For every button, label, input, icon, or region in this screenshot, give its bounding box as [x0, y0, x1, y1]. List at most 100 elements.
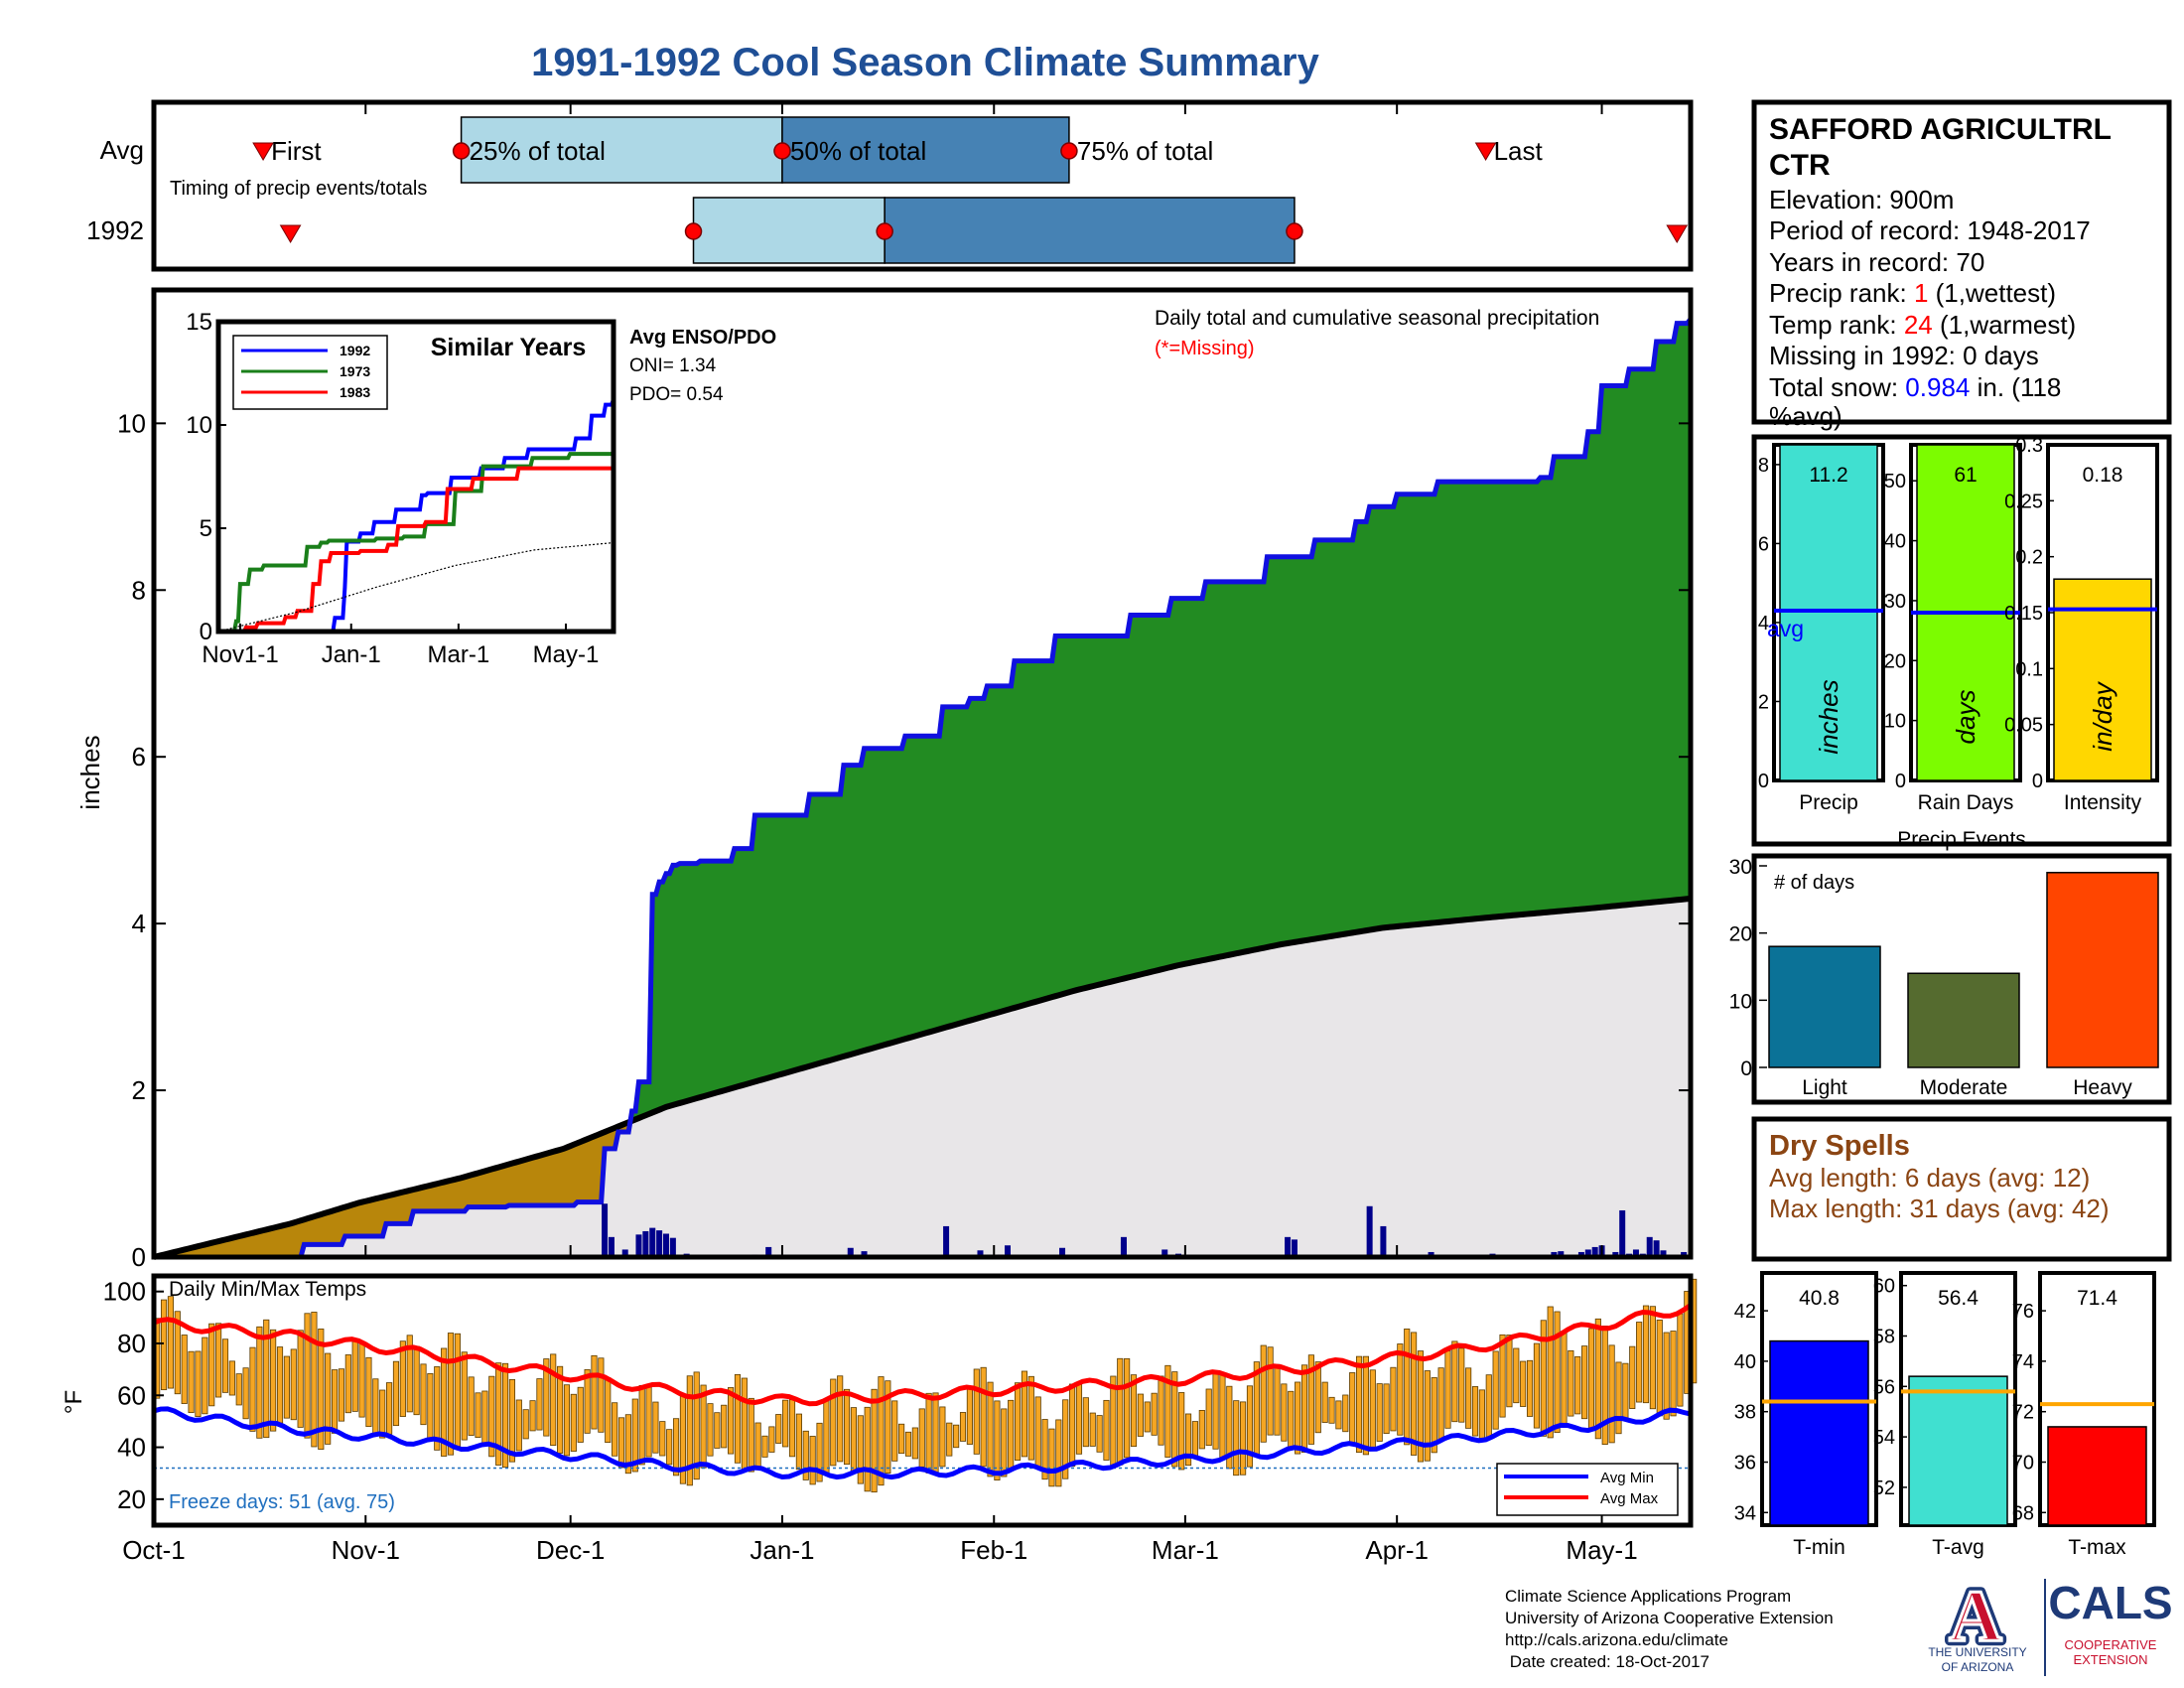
daily-temp-range-bar	[850, 1407, 858, 1474]
daily-precip-bar	[1380, 1225, 1387, 1257]
daily-temp-range-bar	[946, 1422, 953, 1457]
inset-legend-label: 1983	[340, 384, 370, 400]
daily-temp-range-bar	[1431, 1377, 1437, 1454]
daily-temp-range-bar	[830, 1378, 837, 1467]
inset-y-tick-label: 10	[186, 412, 212, 439]
daily-temp-range-bar	[235, 1373, 242, 1406]
daily-temp-range-bar	[1424, 1370, 1431, 1462]
avg-q50-label: 50% of total	[790, 136, 926, 166]
daily-temp-range-bar	[276, 1346, 284, 1424]
daily-temp-range-bar	[386, 1382, 393, 1435]
daily-temp-range-bar	[1069, 1383, 1076, 1468]
daily-precip-bar	[1619, 1209, 1626, 1257]
avg-last-label: Last	[1494, 136, 1544, 166]
daily-temp-range-bar	[1178, 1392, 1185, 1471]
similar-year-line-1973	[218, 450, 615, 633]
daily-precip-bar	[642, 1230, 649, 1257]
daily-temp-range-bar	[939, 1406, 946, 1468]
daily-temp-range-bar	[522, 1409, 529, 1440]
enso-pdo: PDO= 0.54	[629, 384, 724, 405]
daily-temp-range-bar	[475, 1392, 481, 1438]
timing-caption: Timing of precip events/totals	[170, 178, 427, 200]
daily-temp-range-bar	[754, 1422, 761, 1468]
daily-temp-range-bar	[598, 1357, 605, 1433]
daily-precip-bar	[656, 1230, 663, 1257]
season-totals-panels: 0 2 4 6 8 11.2 inches Precip avg 0 10 20 30 40 50 61 day…	[1751, 434, 2172, 847]
daily-temp-range-bar	[1649, 1306, 1656, 1410]
daily-temp-range-bar	[392, 1360, 400, 1427]
temp-panel-value-label: 56.4	[1938, 1287, 1979, 1310]
daily-temp-range-bar	[918, 1408, 925, 1468]
daily-temp-range-bar	[612, 1402, 618, 1457]
daily-temp-range-bar	[1369, 1369, 1376, 1451]
temp-panel-tick-label: 42	[1734, 1301, 1756, 1323]
daily-temp-range-bar	[1300, 1364, 1308, 1453]
season-panel-tick-label: 0.3	[2015, 435, 2043, 457]
precip-y-axis-label: inches	[75, 735, 105, 809]
daily-temp-range-bar	[372, 1378, 379, 1436]
precip-events-title: Precip Events	[1897, 828, 2026, 851]
season-panel-tick-label: 6	[1758, 533, 1769, 555]
precip-y-tick-label: 10	[117, 408, 146, 438]
avg-first-marker	[252, 142, 274, 161]
daily-temp-range-bar	[761, 1435, 768, 1458]
timing-panel: Avg 1992 Timing of precip events/totals …	[86, 99, 1694, 272]
daily-temp-range-bar	[1240, 1401, 1247, 1476]
daily-temp-range-bar	[591, 1354, 598, 1430]
station-elevation: Elevation: 900m	[1769, 185, 1954, 214]
daily-temp-range-bar	[1349, 1372, 1356, 1445]
daily-temp-range-bar	[1437, 1367, 1444, 1441]
daily-temp-range-bar	[1471, 1386, 1479, 1437]
events-bar-moderate	[1907, 972, 2020, 1068]
cals-logo: CALS COOPERATIVE EXTENSION	[2048, 1577, 2172, 1667]
yr-q75-marker	[1286, 222, 1303, 240]
precip-y-tick-label: 4	[132, 909, 146, 938]
daily-temp-range-bar	[1355, 1355, 1363, 1454]
temp-panel-tick-label: 38	[1734, 1402, 1756, 1424]
daily-temp-range-bar	[1335, 1400, 1342, 1430]
temp-y-tick-label: 100	[103, 1277, 146, 1307]
similar-year-line-avg	[217, 541, 614, 633]
daily-temp-range-bar	[686, 1375, 693, 1486]
avg-last-marker	[1474, 142, 1497, 161]
daily-temp-range-bar	[1478, 1389, 1485, 1441]
daily-temp-range-bar	[1594, 1318, 1601, 1440]
dry-spells-title: Dry Spells	[1769, 1130, 1910, 1162]
station-name-line2: CTR	[1769, 149, 1831, 182]
daily-temp-range-bar	[932, 1392, 939, 1474]
timing-row-1992-label: 1992	[86, 215, 144, 245]
daily-temp-range-bar	[1554, 1311, 1561, 1434]
avg-max-line	[153, 1303, 1693, 1407]
temp-y-tick-label: 40	[117, 1433, 146, 1463]
precip-rank: Precip rank: 1 (1,wettest)	[1769, 278, 2056, 308]
temp-panel-tick-label: 36	[1734, 1453, 1756, 1475]
daily-temp-range-bar	[242, 1367, 249, 1420]
daily-temp-range-bar	[304, 1313, 311, 1439]
daily-temp-range-bar	[994, 1400, 1001, 1480]
daily-temp-range-bar	[1622, 1362, 1629, 1422]
inset-title: Similar Years	[431, 334, 587, 361]
yr-q25-marker	[684, 222, 703, 240]
precip-events-panel: Precip Events # of days 0 10 20 30 Light Mode…	[1729, 828, 2172, 1105]
daily-precip-bar	[1612, 1251, 1619, 1257]
daily-temp-range-bar	[331, 1369, 339, 1434]
daily-temp-range-bar	[1342, 1394, 1349, 1433]
inset-legend-label: 1992	[340, 343, 370, 358]
events-bar-heavy	[2046, 872, 2159, 1068]
avg-min-legend-label: Avg Min	[1600, 1470, 1654, 1486]
daily-temp-range-bar	[605, 1377, 612, 1444]
enso-title: Avg ENSO/PDO	[629, 327, 776, 349]
season-panel-label: Intensity	[2064, 791, 2142, 814]
dry-spells-avg: Avg length: 6 days (avg: 12)	[1769, 1163, 2090, 1193]
daily-temp-range-bar	[1574, 1355, 1581, 1415]
daily-temp-range-bar	[1444, 1350, 1451, 1429]
daily-temp-range-bar	[1587, 1328, 1595, 1430]
daily-temp-range-bar	[734, 1373, 742, 1464]
daily-temp-range-bar	[1636, 1322, 1643, 1403]
daily-temp-range-bar	[1540, 1320, 1547, 1437]
daily-temp-range-bar	[1233, 1400, 1240, 1477]
daily-temp-range-bar	[550, 1353, 557, 1446]
daily-temp-range-bar	[1642, 1305, 1650, 1404]
daily-temp-range-bar	[249, 1346, 256, 1432]
ua-logo-letter-outline: A	[1949, 1576, 2001, 1657]
